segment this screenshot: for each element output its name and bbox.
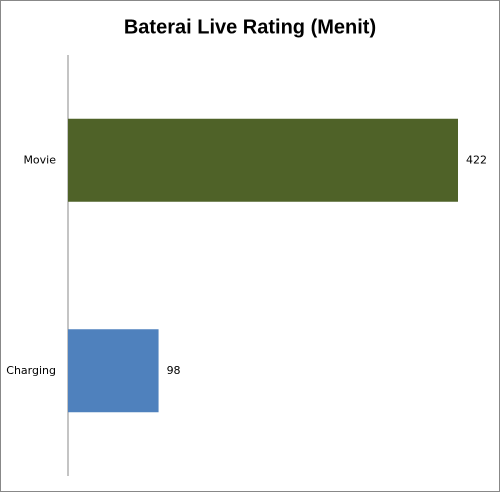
y-tick-label: Charging — [6, 364, 56, 377]
bar — [68, 329, 159, 413]
data-label: 422 — [466, 153, 487, 166]
data-label: 98 — [167, 364, 181, 377]
chart-title: Baterai Live Rating (Menit) — [124, 16, 376, 38]
bar — [68, 118, 458, 202]
y-tick-label: Movie — [23, 153, 56, 166]
